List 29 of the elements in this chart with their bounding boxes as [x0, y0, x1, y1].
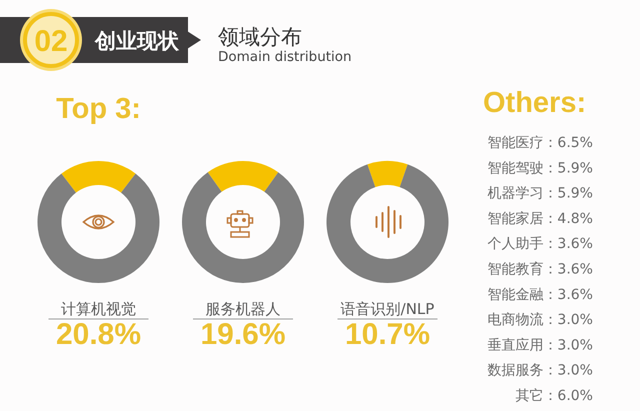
text: 语音识别/NLP [340, 300, 434, 318]
donut-slice [61, 161, 136, 193]
text: 垂直应用：3.0% [487, 337, 593, 354]
text: 20.8% [56, 318, 142, 351]
text: 智能家居：4.8% [487, 210, 593, 227]
text: 02 [34, 25, 68, 58]
donut-slice [367, 161, 408, 188]
text: 服务机器人 [206, 300, 280, 318]
donut-slice [326, 164, 448, 283]
text: 智能教育：3.6% [487, 260, 593, 278]
text: 智能驾驶：5.9% [487, 160, 593, 176]
text: 数据服务：3.0% [487, 362, 593, 379]
text: 智能金融：3.6% [487, 286, 593, 303]
text: 电商物流：3.0% [487, 312, 593, 328]
chart-title: Top 3: [56, 93, 141, 125]
text: 计算机视觉 [61, 300, 136, 318]
text: 领域分布 [218, 25, 302, 49]
donut-slice [208, 161, 278, 192]
text: 其它：6.0% [515, 388, 593, 404]
text: 创业现状 [94, 29, 180, 53]
text: 机器学习：5.9% [487, 186, 593, 202]
text: Others: [483, 87, 586, 119]
text: 10.7% [344, 318, 430, 351]
text: 19.6% [200, 318, 286, 351]
text: 智能医疗：6.5% [487, 135, 593, 151]
donut-slice [182, 172, 304, 283]
donut-slice [38, 174, 160, 283]
text: Domain distribution [218, 49, 352, 65]
text: 个人助手：3.6% [487, 236, 593, 252]
